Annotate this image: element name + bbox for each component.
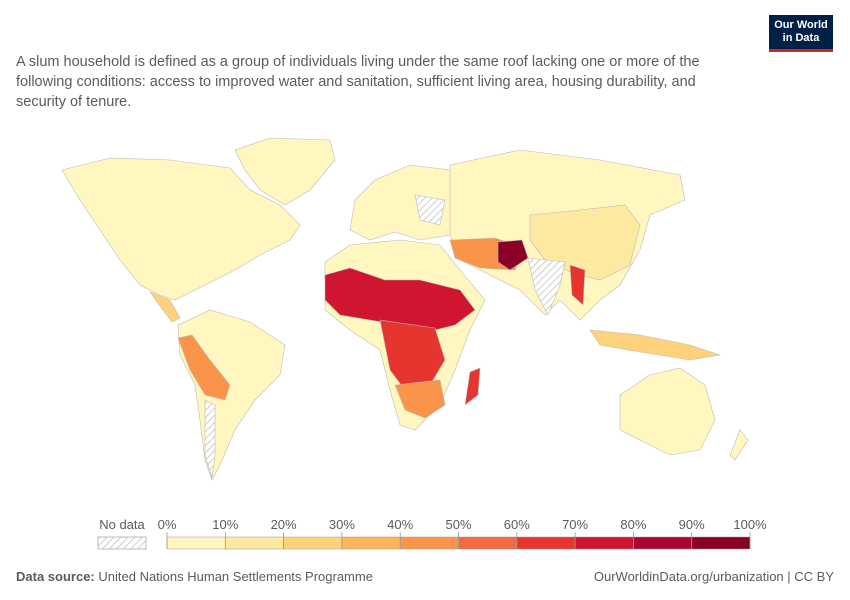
legend-swatch — [633, 536, 692, 550]
legend-swatch — [516, 536, 576, 550]
madagascar — [464, 367, 481, 406]
legend-swatch — [225, 536, 284, 550]
legend-tick-label: 70% — [562, 517, 588, 532]
logo[interactable]: Our World in Data — [769, 15, 833, 52]
india — [527, 257, 566, 316]
no-data-swatch — [97, 536, 147, 550]
legend-swatch — [574, 536, 634, 550]
andes — [177, 334, 231, 401]
legend-swatch — [691, 536, 751, 550]
australia — [619, 367, 716, 456]
url[interactable]: OurWorldinData.org/urbanization | CC BY — [593, 569, 834, 584]
source: Data source: United Nations Human Settle… — [16, 569, 373, 584]
indonesia — [589, 329, 721, 361]
legend-tick-label: 100% — [733, 517, 767, 532]
source-label: Data source: — [16, 569, 95, 584]
legend-swatch — [341, 536, 401, 550]
logo-line: in Data — [782, 32, 820, 44]
no-data-label: No data — [99, 517, 145, 532]
world-map — [61, 137, 749, 481]
greenland — [234, 137, 336, 206]
north-america — [61, 157, 301, 301]
ukraine — [414, 194, 446, 226]
legend-tick-label: 10% — [212, 517, 238, 532]
legend-tick-label: 80% — [620, 517, 646, 532]
myanmar — [569, 264, 586, 306]
legend-tick-label: 20% — [271, 517, 297, 532]
logo-line: Our World — [774, 19, 828, 31]
southern-cone — [204, 399, 216, 479]
central-america — [149, 291, 181, 323]
legend-tick-label: 60% — [504, 517, 530, 532]
source-text: United Nations Human Settlements Program… — [98, 569, 373, 584]
legend-swatch — [166, 536, 226, 550]
legend-tick-label: 0% — [158, 517, 177, 532]
legend-tick-label: 50% — [445, 517, 471, 532]
subtitle: A slum household is defined as a group o… — [16, 54, 700, 110]
south-america — [177, 309, 286, 481]
legend-tick-label: 90% — [679, 517, 705, 532]
legend-swatch — [283, 536, 343, 550]
sahel — [324, 267, 476, 331]
legend-tick-label: 30% — [329, 517, 355, 532]
southern-africa — [394, 379, 446, 419]
afghanistan — [497, 239, 529, 271]
legend-swatch — [458, 536, 518, 550]
new-zealand — [729, 429, 749, 461]
legend-swatch — [399, 536, 459, 550]
legend-tick-label: 40% — [387, 517, 413, 532]
